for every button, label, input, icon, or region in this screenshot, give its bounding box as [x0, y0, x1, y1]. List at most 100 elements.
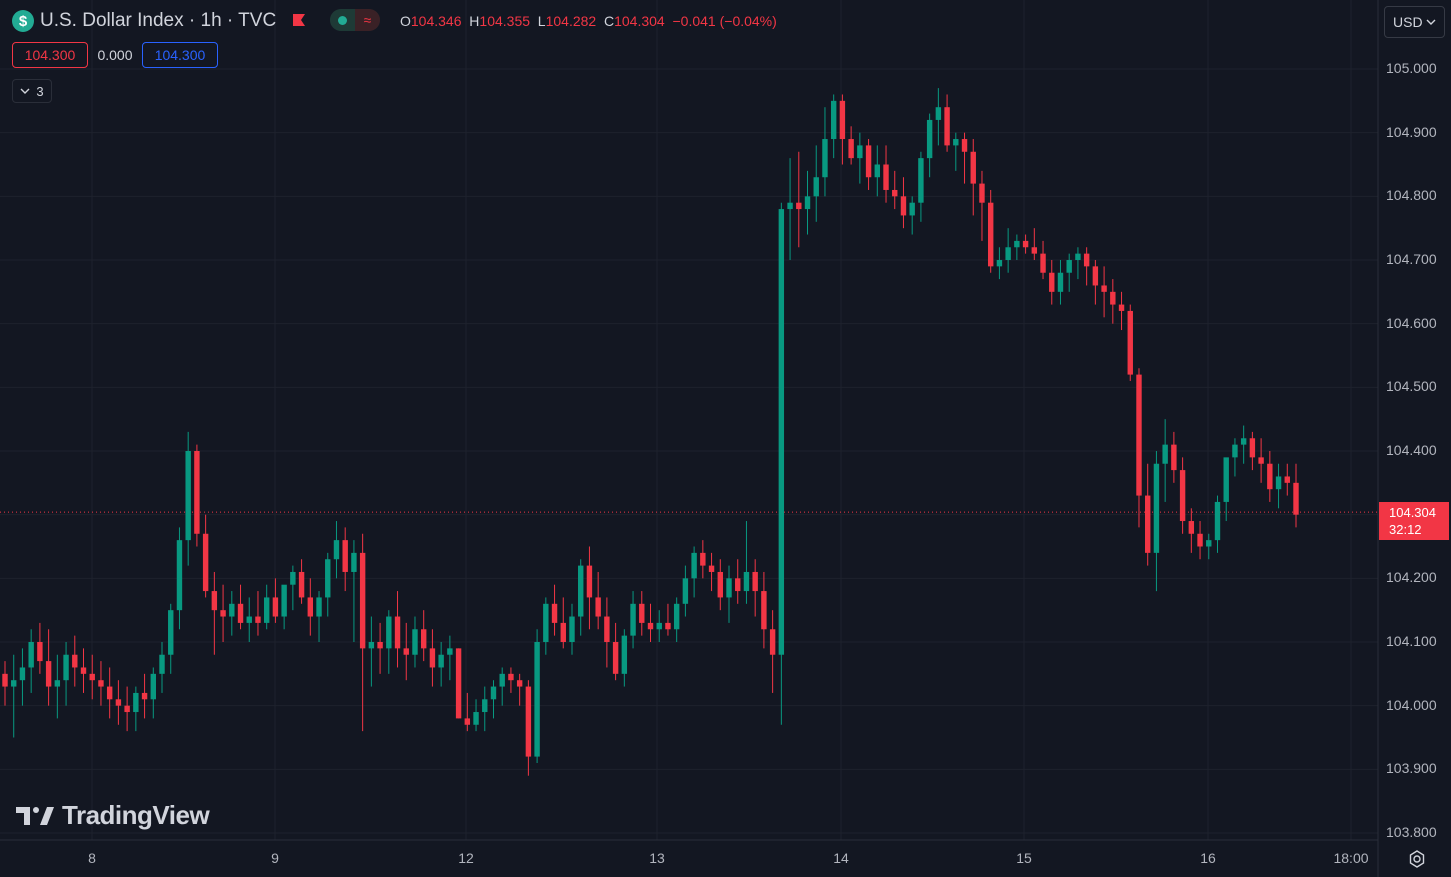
candle[interactable] [333, 521, 340, 579]
candle[interactable] [543, 597, 549, 655]
candle[interactable] [19, 648, 26, 706]
candle[interactable] [1214, 495, 1221, 553]
candle[interactable] [1293, 463, 1299, 528]
candle[interactable] [979, 170, 985, 241]
candle[interactable] [63, 642, 69, 706]
indicators-toggle-button[interactable]: 3 [12, 79, 52, 103]
candle[interactable] [447, 635, 453, 681]
candle[interactable] [595, 571, 601, 630]
gear-icon[interactable] [1406, 848, 1428, 870]
candle[interactable] [89, 654, 95, 700]
candle[interactable] [682, 565, 689, 617]
candle[interactable] [944, 94, 950, 152]
candle[interactable] [420, 610, 427, 662]
candle[interactable] [72, 635, 78, 687]
candle[interactable] [926, 113, 933, 178]
candle[interactable] [455, 648, 462, 719]
tradingview-logo[interactable]: TradingView [16, 800, 210, 831]
candle[interactable] [1118, 291, 1125, 331]
candle[interactable] [499, 667, 505, 706]
candle[interactable] [220, 584, 226, 642]
candle[interactable] [717, 559, 723, 611]
candle[interactable] [839, 94, 846, 165]
candle[interactable] [516, 673, 523, 706]
candle[interactable] [630, 591, 636, 649]
candle[interactable] [1223, 457, 1229, 522]
candle[interactable] [961, 132, 968, 184]
candle[interactable] [133, 686, 139, 732]
candle[interactable] [1136, 368, 1142, 528]
candle[interactable] [281, 584, 287, 630]
candle[interactable] [551, 584, 558, 636]
candle[interactable] [822, 107, 828, 197]
candle[interactable] [970, 139, 976, 216]
candle[interactable] [185, 431, 191, 566]
candle[interactable] [1022, 234, 1029, 254]
candle[interactable] [202, 514, 209, 598]
candle[interactable] [1197, 521, 1203, 560]
candle[interactable] [953, 132, 959, 171]
candle[interactable] [691, 546, 697, 598]
candle[interactable] [194, 444, 200, 547]
currency-select[interactable]: USD [1384, 6, 1445, 38]
candle[interactable] [996, 247, 1003, 280]
candle[interactable] [246, 597, 252, 642]
candle[interactable] [429, 629, 436, 687]
candle[interactable] [900, 177, 907, 229]
candle[interactable] [761, 571, 767, 649]
candle[interactable] [621, 629, 628, 687]
candle[interactable] [1206, 533, 1212, 560]
candle[interactable] [1110, 279, 1116, 324]
candle[interactable] [115, 680, 122, 725]
candle[interactable] [656, 610, 662, 642]
candle[interactable] [1075, 247, 1081, 280]
candle[interactable] [1258, 438, 1264, 483]
candle[interactable] [1249, 431, 1256, 471]
candle[interactable] [578, 559, 584, 636]
candle[interactable] [2, 661, 8, 706]
candle[interactable] [150, 667, 156, 719]
candle[interactable] [45, 629, 52, 706]
candle[interactable] [54, 654, 61, 719]
candle[interactable] [80, 648, 87, 693]
candle[interactable] [1127, 304, 1133, 381]
candle[interactable] [342, 527, 348, 592]
candle[interactable] [124, 686, 130, 732]
candle[interactable] [464, 692, 471, 732]
candle[interactable] [673, 597, 680, 642]
candle[interactable] [1057, 260, 1064, 305]
market-status-pill[interactable]: ≈ [330, 9, 380, 31]
candle[interactable] [534, 629, 540, 763]
candle[interactable] [412, 616, 418, 668]
candle[interactable] [586, 546, 593, 630]
candle[interactable] [665, 603, 671, 636]
candle[interactable] [307, 578, 314, 636]
candle[interactable] [482, 686, 488, 732]
candle[interactable] [813, 145, 819, 222]
candle[interactable] [987, 189, 994, 273]
candle[interactable] [700, 540, 706, 579]
candle[interactable] [386, 610, 392, 674]
buy-button[interactable]: 104.300 [142, 42, 218, 68]
candle[interactable] [708, 552, 715, 592]
candle[interactable] [490, 680, 497, 719]
candle[interactable] [787, 158, 793, 260]
candle[interactable] [106, 667, 113, 719]
candle[interactable] [1101, 266, 1107, 318]
candle[interactable] [351, 540, 357, 642]
candle[interactable] [11, 654, 17, 738]
candle[interactable] [892, 170, 898, 210]
candle[interactable] [1153, 451, 1160, 592]
candle[interactable] [569, 603, 575, 655]
candle[interactable] [848, 126, 854, 165]
candle[interactable] [874, 145, 881, 197]
candle[interactable] [473, 699, 479, 732]
candle[interactable] [28, 629, 34, 693]
candle[interactable] [229, 591, 235, 636]
candle[interactable] [918, 151, 924, 222]
candle[interactable] [1188, 508, 1195, 553]
candle[interactable] [1040, 240, 1046, 280]
candle[interactable] [237, 584, 244, 630]
candle[interactable] [735, 559, 741, 604]
